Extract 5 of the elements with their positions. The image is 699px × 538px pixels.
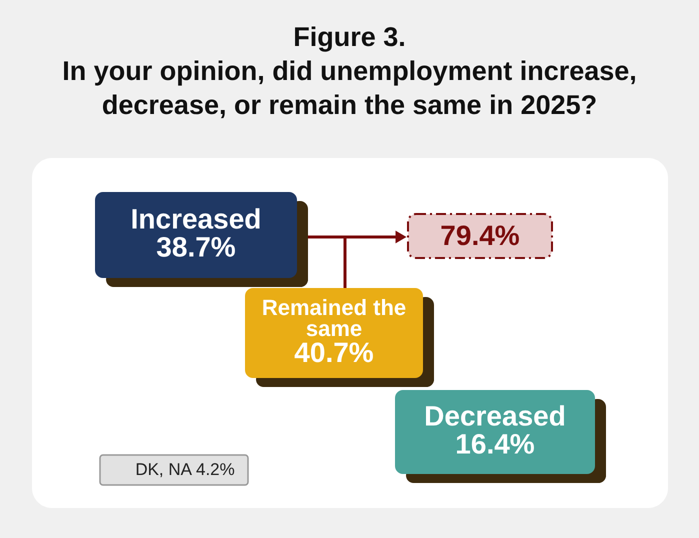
text: Figure 3. [293, 22, 406, 52]
category-label: DK, NA [135, 460, 193, 479]
data-label: 4.2% [196, 460, 235, 479]
text: 79.4% [440, 220, 520, 251]
text: In your opinion, did unemployment increase, decrease, or remain the same in 2025? [62, 56, 637, 120]
